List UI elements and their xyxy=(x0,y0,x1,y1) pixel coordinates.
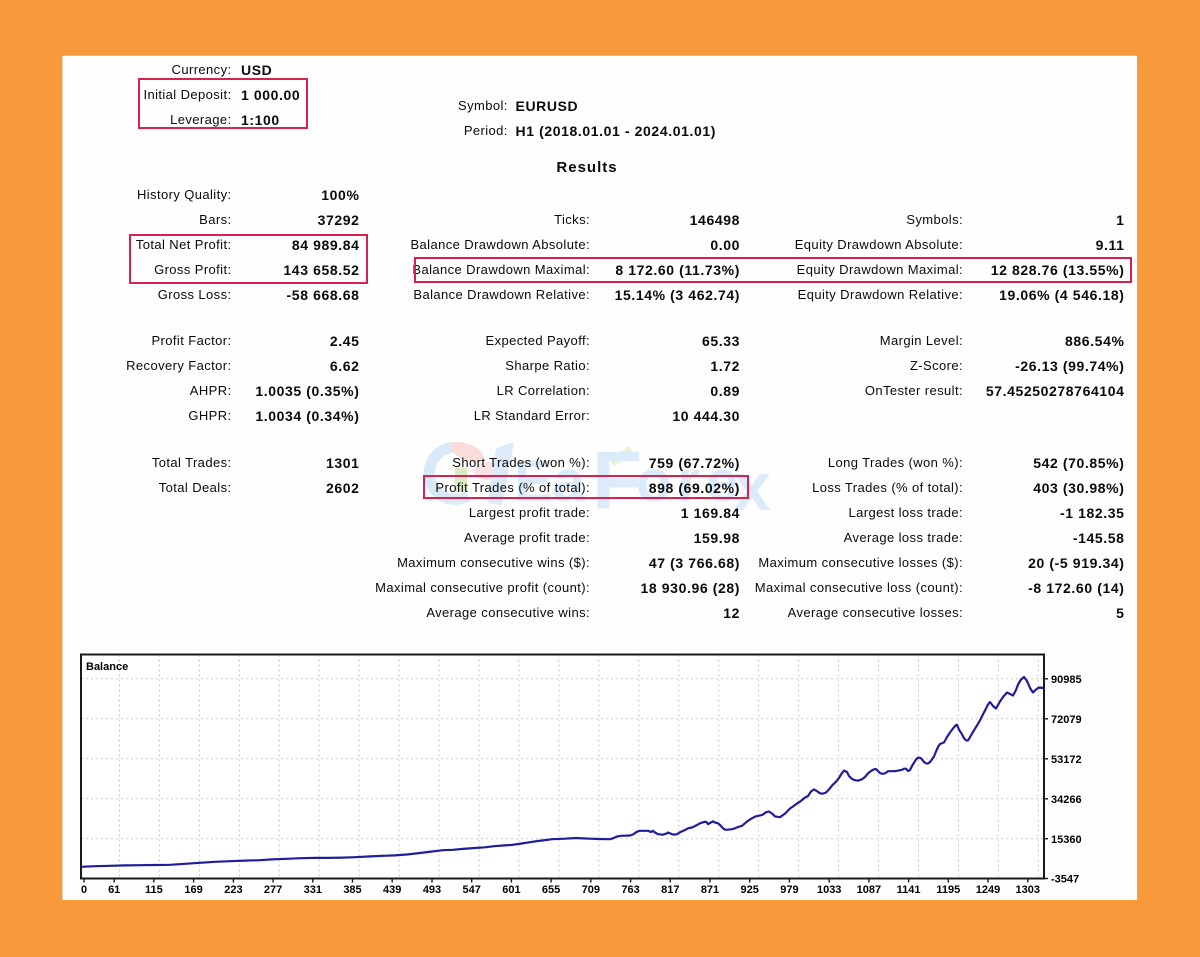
svg-text:1033: 1033 xyxy=(817,884,841,896)
svg-text:439: 439 xyxy=(383,884,401,896)
svg-text:385: 385 xyxy=(343,884,361,896)
svg-text:Ea: Ea xyxy=(514,449,586,514)
svg-text:x: x xyxy=(733,449,771,525)
svg-text:72079: 72079 xyxy=(1051,714,1082,726)
svg-text:1195: 1195 xyxy=(936,884,960,896)
svg-text:169: 169 xyxy=(184,884,202,896)
svg-text:493: 493 xyxy=(423,884,441,896)
svg-text:115: 115 xyxy=(145,884,163,896)
svg-text:655: 655 xyxy=(542,884,560,896)
svg-text:53172: 53172 xyxy=(1051,754,1082,766)
svg-text:979: 979 xyxy=(780,884,798,896)
svg-text:223: 223 xyxy=(224,884,242,896)
svg-text:547: 547 xyxy=(463,884,481,896)
svg-text:1087: 1087 xyxy=(857,884,881,896)
svg-text:61: 61 xyxy=(108,884,120,896)
svg-text:15360: 15360 xyxy=(1051,834,1082,846)
svg-text:709: 709 xyxy=(582,884,600,896)
svg-text:277: 277 xyxy=(264,884,282,896)
svg-text:601: 601 xyxy=(502,884,520,896)
svg-text:Balance: Balance xyxy=(86,661,128,673)
svg-text:F: F xyxy=(592,435,642,526)
svg-text:34266: 34266 xyxy=(1051,794,1082,806)
svg-text:817: 817 xyxy=(661,884,679,896)
svg-text:1249: 1249 xyxy=(976,884,1000,896)
svg-text:331: 331 xyxy=(304,884,322,896)
svg-text:763: 763 xyxy=(621,884,639,896)
svg-text:ore: ore xyxy=(636,449,744,514)
svg-text:0: 0 xyxy=(81,884,87,896)
svg-text:871: 871 xyxy=(701,884,719,896)
svg-text:925: 925 xyxy=(741,884,759,896)
svg-text:90985: 90985 xyxy=(1051,674,1082,686)
svg-text:-3547: -3547 xyxy=(1051,874,1079,886)
svg-text:1303: 1303 xyxy=(1016,884,1040,896)
svg-text:1141: 1141 xyxy=(897,884,921,896)
